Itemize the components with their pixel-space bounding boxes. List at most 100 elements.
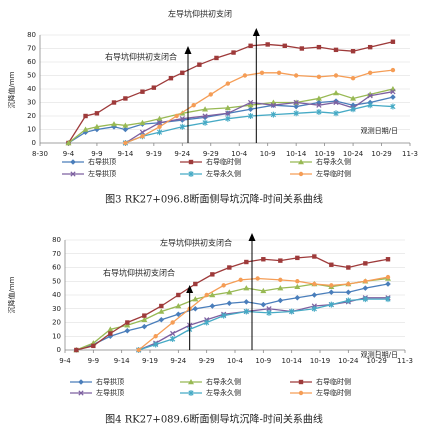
- legend-label: 左导临时侧: [316, 388, 351, 397]
- marker: [293, 103, 299, 110]
- marker: [316, 108, 322, 115]
- marker: [350, 106, 356, 113]
- legend-marker: [298, 159, 304, 165]
- marker: [82, 126, 89, 132]
- marker: [168, 76, 174, 81]
- marker: [192, 305, 199, 312]
- marker: [311, 292, 318, 298]
- legend-marker: [188, 159, 194, 165]
- marker: [202, 114, 208, 121]
- figure-caption: 图3 RK27+096.8断面侧导坑沉降-时间关系曲线: [105, 193, 323, 206]
- marker: [93, 123, 100, 129]
- marker: [266, 309, 272, 316]
- x-tick-label: 10-9: [255, 357, 271, 365]
- marker: [153, 341, 159, 348]
- legend-label: 右导永久侧: [206, 377, 241, 386]
- x-tick-label: 10-4: [231, 150, 247, 158]
- marker: [140, 89, 145, 94]
- legend-marker: [188, 390, 194, 396]
- marker: [390, 94, 396, 100]
- marker: [244, 259, 249, 265]
- marker: [260, 287, 267, 294]
- marker: [247, 99, 254, 106]
- marker: [248, 113, 254, 119]
- marker: [156, 115, 163, 121]
- legend-label: 左导永久侧: [206, 169, 241, 178]
- marker: [367, 70, 373, 76]
- arrow-head: [186, 285, 194, 293]
- marker: [151, 85, 157, 90]
- legend-label: 右导临时侧: [206, 157, 241, 166]
- marker: [83, 113, 88, 119]
- marker: [243, 285, 250, 291]
- marker: [142, 313, 147, 318]
- marker: [270, 111, 276, 118]
- marker: [362, 285, 369, 291]
- marker: [204, 319, 210, 326]
- marker: [208, 92, 213, 97]
- marker: [122, 122, 129, 128]
- marker: [141, 316, 148, 322]
- legend-label: 左导拱顶: [88, 169, 116, 178]
- x-tick-label: 10-29: [366, 357, 386, 365]
- marker: [226, 289, 233, 295]
- marker: [108, 331, 113, 336]
- marker: [312, 281, 317, 287]
- marker: [261, 257, 266, 262]
- marker: [385, 274, 391, 280]
- y-tick-label: 40: [52, 291, 61, 299]
- marker: [82, 129, 89, 135]
- marker: [231, 50, 236, 55]
- x-tick-label: 9-19: [146, 150, 162, 158]
- marker: [202, 106, 209, 112]
- marker: [363, 279, 368, 284]
- marker: [179, 123, 185, 130]
- marker: [362, 296, 368, 303]
- y-tick-label: 30: [52, 305, 61, 313]
- legend-marker: [78, 390, 84, 396]
- y-tick-label: 10: [52, 332, 61, 340]
- marker: [350, 76, 356, 81]
- marker: [299, 46, 305, 51]
- marker: [226, 300, 233, 307]
- marker: [367, 102, 373, 109]
- legend-marker: [70, 159, 76, 165]
- marker: [363, 261, 368, 266]
- marker: [328, 301, 334, 308]
- marker: [293, 73, 299, 78]
- series-line: [76, 283, 389, 351]
- marker: [315, 95, 322, 101]
- y-tick-label: 0: [57, 346, 61, 354]
- series-line: [125, 104, 393, 144]
- y-tick-label: 50: [52, 277, 61, 285]
- marker: [293, 99, 299, 106]
- y-tick-label: 80: [27, 31, 36, 39]
- x-tick-label: 11-3: [402, 150, 418, 158]
- marker: [346, 281, 351, 287]
- marker: [158, 316, 165, 323]
- marker: [385, 296, 391, 303]
- marker: [159, 303, 164, 309]
- legend-label: 右导永久侧: [316, 157, 351, 166]
- marker: [276, 70, 282, 76]
- marker: [243, 308, 249, 315]
- marker: [153, 334, 158, 339]
- marker: [209, 292, 216, 298]
- marker: [238, 277, 243, 283]
- marker: [255, 276, 260, 281]
- marker: [225, 81, 231, 86]
- marker: [175, 303, 182, 309]
- marker: [259, 70, 265, 76]
- annotation-text: 左导坑仰拱初支闭合: [160, 238, 232, 248]
- marker: [136, 347, 141, 353]
- x-tick-label: 9-24: [174, 150, 190, 158]
- marker: [282, 43, 287, 48]
- marker: [333, 90, 339, 96]
- marker: [289, 308, 295, 315]
- marker: [243, 299, 250, 305]
- y-tick-label: 60: [27, 58, 36, 66]
- y-tick-label: 10: [27, 126, 36, 134]
- legend-marker: [298, 390, 304, 396]
- marker: [170, 336, 176, 342]
